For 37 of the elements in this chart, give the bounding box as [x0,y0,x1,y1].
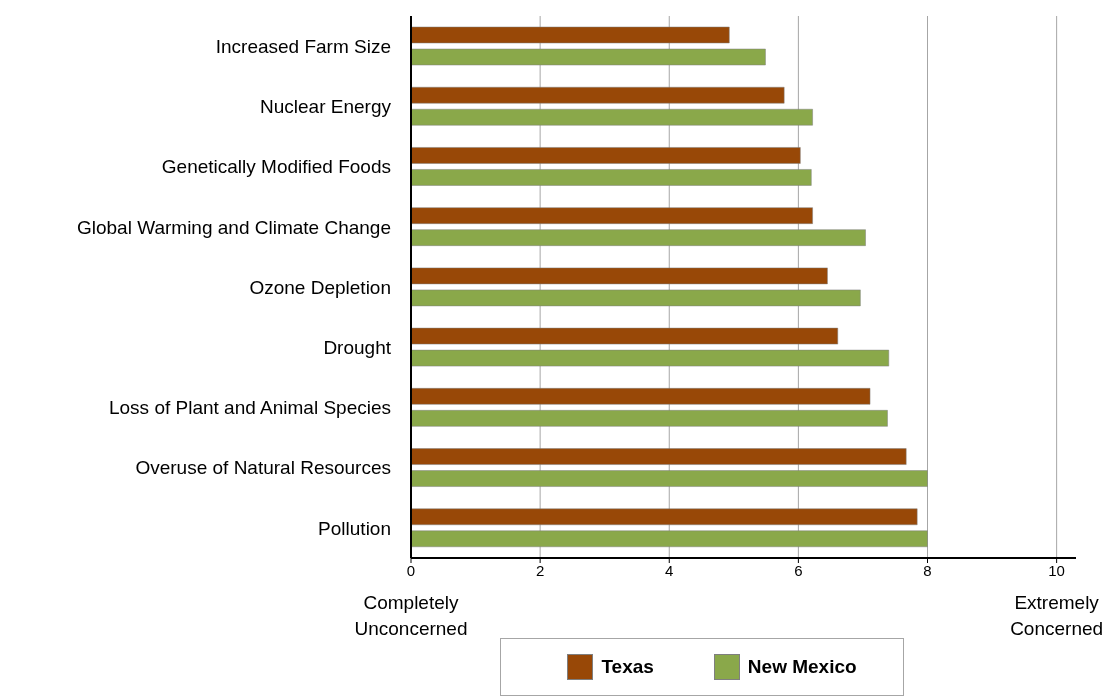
legend-label: Texas [601,656,654,678]
x-tick-label: 0 [406,561,416,579]
bar [411,207,813,224]
bar [411,86,785,104]
bar [411,169,812,186]
bar [411,108,813,126]
x-tick-label: 2 [535,561,545,579]
y-tick-label: Global Warming and Climate Change [76,216,391,238]
y-tick-label: Increased Farm Size [215,35,391,57]
bar [411,508,918,526]
x-tick-label: 8 [923,561,932,579]
bar [411,48,766,66]
bar [411,410,888,427]
bar [411,229,866,246]
x-tick-label: 4 [665,561,674,579]
bar [411,448,907,465]
bar [411,470,928,487]
y-tick-label: Genetically Modified Foods [161,156,391,178]
y-tick-label: Nuclear Energy [260,96,392,118]
legend-label: New Mexico [747,656,857,678]
y-tick-label: Ozone Depletion [249,276,391,298]
x-tick-label: 10 [1048,561,1065,579]
x-tick-label: 6 [794,561,803,579]
bar [411,289,861,307]
bar [411,26,730,44]
text: Extremely Concerned [1009,591,1105,641]
y-tick-label: Drought [323,336,392,358]
bar [411,530,928,548]
bar [411,267,828,285]
y-tick-label: Pollution [318,517,391,539]
bar [411,349,890,367]
y-tick-label: Overuse of Natural Resources [135,457,391,479]
bar [411,147,801,164]
bar [411,327,839,345]
y-tick-label: Loss of Plant and Animal Species [108,397,391,419]
text: Completely Unconcerned [353,591,469,641]
bar [411,388,871,405]
